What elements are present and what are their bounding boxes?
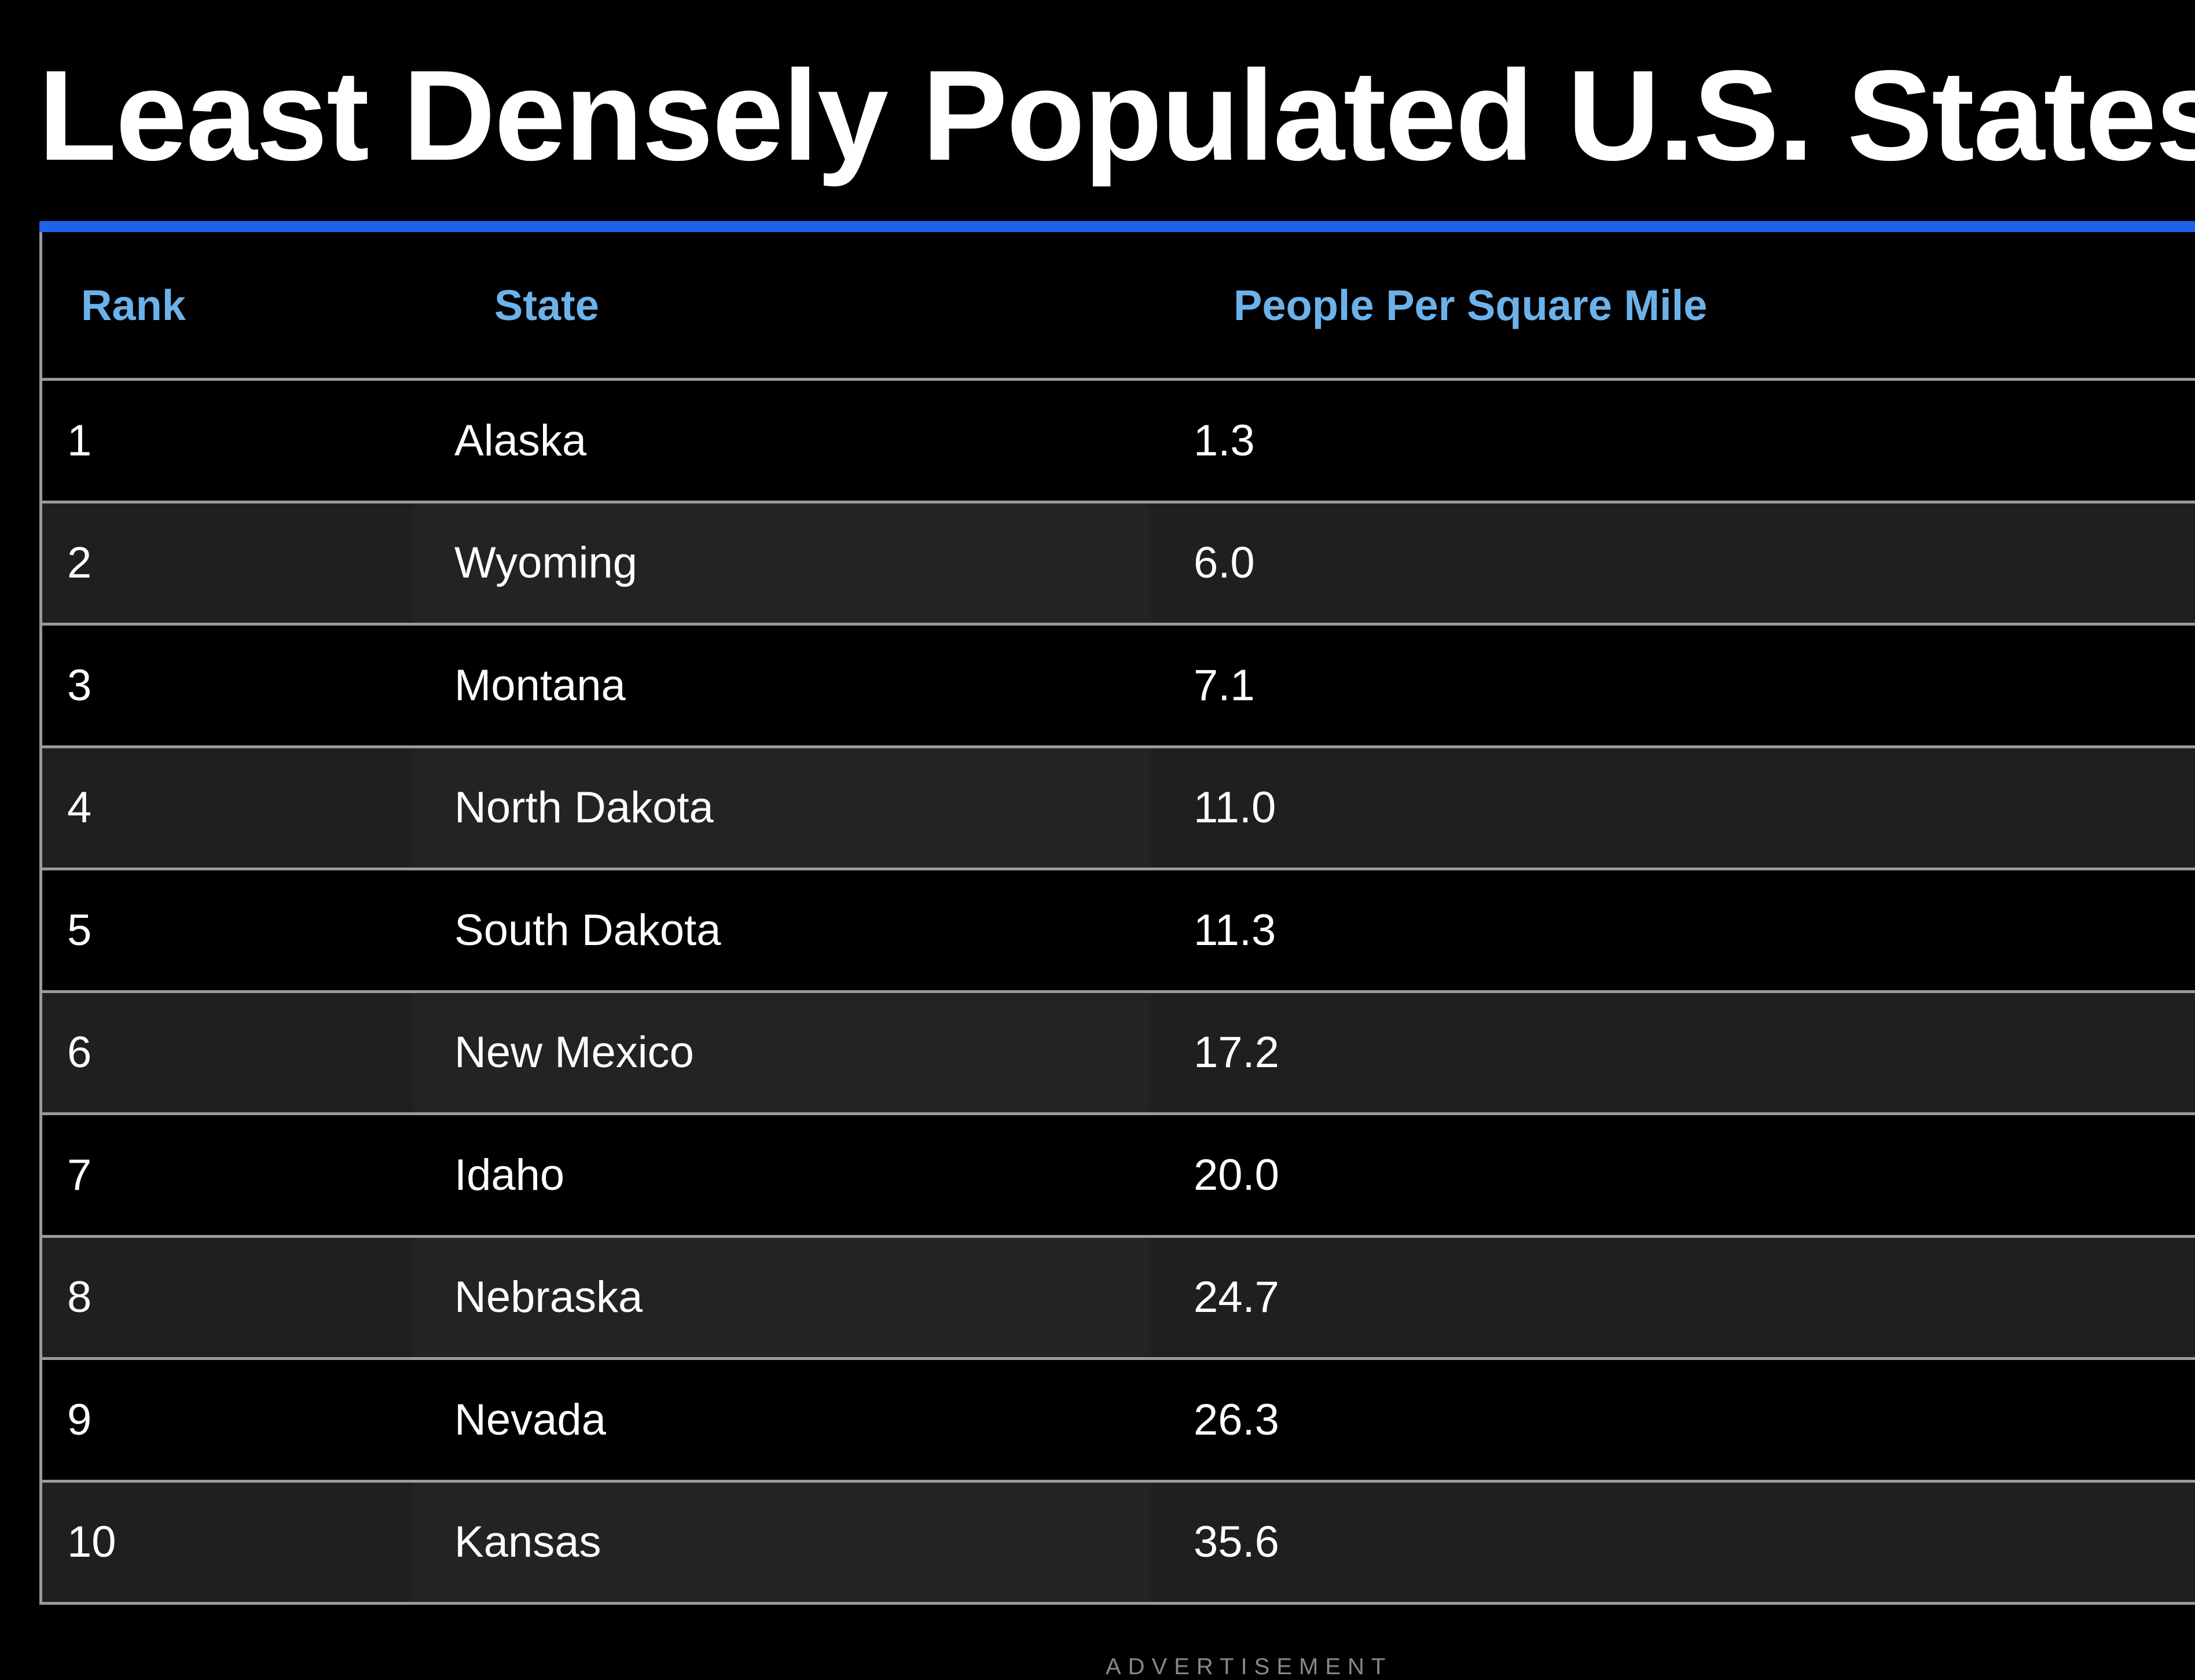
column-header: People Per Square Mile — [1234, 281, 1708, 329]
table-cell: 20.0 — [1194, 1150, 1279, 1200]
table-cell: 6.0 — [1194, 538, 1255, 588]
table-row: 10 Kansas 35.6 — [42, 1482, 2195, 1605]
column-header: State — [494, 281, 599, 329]
table-cell: 26.3 — [1194, 1395, 1279, 1444]
table-cell: 9 — [67, 1395, 92, 1444]
table-cell: 4 — [67, 783, 92, 833]
table-cell: 7.1 — [1194, 660, 1255, 710]
table-row: 2 Wyoming 6.0 — [42, 503, 2195, 626]
table-cell: 7 — [67, 1150, 92, 1200]
table-cell: 1.3 — [1194, 416, 1255, 465]
title-underline — [39, 221, 2195, 232]
table-cell: Kansas — [413, 1482, 1151, 1602]
table-cell: Alaska — [454, 416, 587, 465]
table-cell: Nevada — [454, 1395, 606, 1444]
table-cell: North Dakota — [413, 748, 1151, 867]
table-cell: 24.7 — [1194, 1273, 1279, 1322]
table-cell: 35.6 — [1194, 1517, 1279, 1567]
table-cell: 8 — [67, 1273, 92, 1322]
table-cell: Wyoming — [413, 503, 1151, 623]
table-cell: 17.2 — [1194, 1028, 1279, 1078]
table-cell: 1 — [67, 416, 92, 465]
table-cell: Montana — [454, 660, 626, 710]
table-cell: 2 — [67, 538, 92, 588]
table-cell: 3 — [67, 660, 92, 710]
table-cell: 5 — [67, 905, 92, 955]
header-row: Rank State People Per Square Mile — [42, 232, 2195, 381]
table-row: 4 North Dakota 11.0 — [42, 748, 2195, 870]
table-row: 1 Alaska 1.3 — [42, 381, 2195, 503]
table-row: 7 Idaho 20.0 — [42, 1115, 2195, 1238]
ad-label: ADVERTISEMENT — [1106, 1654, 1393, 1679]
column-header: Rank — [81, 281, 186, 329]
table-row: 5 South Dakota 11.3 — [42, 870, 2195, 993]
table-row: 3 Montana 7.1 — [42, 626, 2195, 748]
table-row: 9 Nevada 26.3 — [42, 1360, 2195, 1483]
page-title: Least Densely Populated U.S. States — [38, 44, 2195, 188]
table-cell: Idaho — [454, 1150, 565, 1200]
table-cell: 11.3 — [1194, 905, 1276, 955]
table-cell: 6 — [67, 1028, 92, 1078]
table-row: 8 Nebraska 24.7 — [42, 1237, 2195, 1360]
table-row: 6 New Mexico 17.2 — [42, 992, 2195, 1115]
table-cell: 10 — [67, 1517, 116, 1567]
table-cell: South Dakota — [454, 905, 721, 955]
table-cell: New Mexico — [413, 992, 1151, 1112]
table-cell: 11.0 — [1194, 783, 1276, 833]
data-table: Rank State People Per Square Mile 1 Alaska 1.… — [39, 232, 2195, 1605]
table-cell: Nebraska — [413, 1237, 1151, 1357]
